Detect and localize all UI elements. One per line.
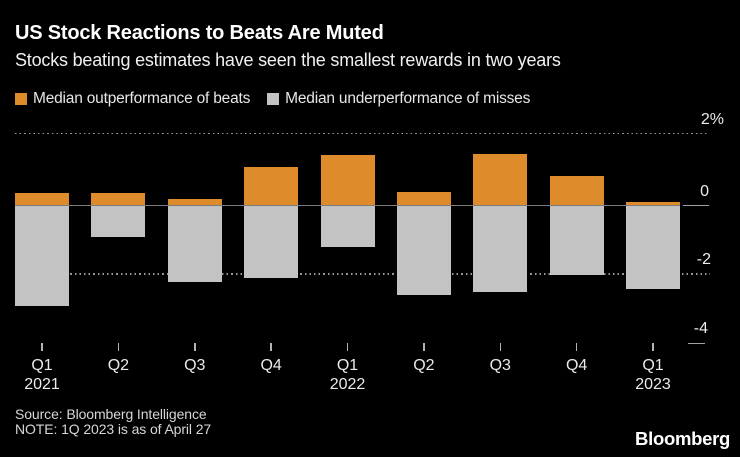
- x-label-year-2023: 2023: [635, 376, 671, 393]
- x-label-quarter-q2-1: Q2: [107, 357, 130, 374]
- x-label-year-2022: 2022: [329, 376, 366, 393]
- x-label-year-2021: 2021: [24, 376, 60, 393]
- x-axis-tick-q1-2021: [41, 343, 43, 351]
- gridline--2: [15, 273, 710, 275]
- bar-beats-q3-2: [167, 198, 222, 206]
- x-axis-cell-q3-6: Q3: [473, 343, 527, 375]
- x-label-quarter-q2-5: Q2: [413, 357, 435, 374]
- x-label-quarter-q4-7: Q4: [565, 357, 588, 374]
- page-subtitle: Stocks beating estimates have seen the s…: [15, 50, 561, 70]
- x-axis-tick-q4-7: [575, 343, 578, 351]
- bar-misses-q3-6: [473, 205, 528, 292]
- bar-beats-q3-6: [473, 153, 528, 206]
- y-axis-label--4: -4: [693, 320, 708, 337]
- bar-misses-q2-5: [396, 205, 451, 296]
- page-title: US Stock Reactions to Beats Are Muted: [15, 22, 384, 44]
- x-axis-cell-q2-5: Q2: [397, 343, 451, 375]
- x-axis-tick-q2-5: [423, 343, 425, 351]
- x-label-quarter-q3-6: Q3: [489, 357, 511, 374]
- x-axis-cell-q1-2021: Q1 2021: [15, 343, 69, 394]
- chart-legend: Median outperformance of beats Median und…: [15, 90, 530, 108]
- bloomberg-logo: Bloomberg: [635, 428, 730, 449]
- x-axis-cell-q1-2022: Q1 2022: [321, 343, 375, 394]
- bar-misses-q2-1: [91, 205, 146, 237]
- bar-beats-q1-2021: [15, 193, 69, 206]
- footnote: NOTE: 1Q 2023 is as of April 27: [15, 420, 212, 437]
- x-axis-tick-q3-6: [499, 343, 501, 351]
- x-axis-cell-q4-3: Q4: [244, 343, 298, 375]
- y-axis-label-2%: 2%: [700, 111, 724, 128]
- x-label-quarter-q1-2021: Q1: [31, 357, 53, 374]
- y-axis-tick--4: [688, 342, 705, 345]
- bar-misses-q3-2: [167, 205, 222, 282]
- x-axis-cell-q3-2: Q3: [168, 343, 222, 375]
- legend-item-beats: Median outperformance of beats: [15, 90, 250, 108]
- y-axis-tick-0: [683, 204, 709, 207]
- bar-beats-q2-1: [91, 193, 146, 206]
- x-axis-cell-q1-2023: Q1 2023: [626, 343, 680, 394]
- zero-line: [15, 204, 680, 207]
- bar-misses-q1-2021: [15, 205, 69, 306]
- bar-beats-q4-7: [549, 176, 604, 206]
- x-axis-tick-q4-3: [270, 343, 272, 351]
- x-label-quarter-q3-2: Q3: [184, 357, 206, 374]
- x-label-quarter-q4-3: Q4: [260, 357, 282, 374]
- x-label-quarter-q1-2022: Q1: [336, 357, 359, 374]
- bar-misses-q1-2023: [626, 205, 680, 289]
- source-note: Source: Bloomberg Intelligence: [15, 406, 207, 422]
- y-axis-label-0: 0: [700, 183, 709, 200]
- legend-label-beats: Median outperformance of beats: [33, 90, 251, 107]
- gridline-2%: [15, 132, 708, 135]
- x-axis-tick-q3-2: [194, 343, 196, 351]
- x-axis-cell-q4-7: Q4: [550, 343, 604, 375]
- x-axis-tick-q1-2022: [346, 343, 349, 351]
- bar-beats-q1-2022: [320, 155, 375, 206]
- bar-beats-q1-2023: [626, 202, 680, 206]
- legend-label-misses: Median underperformance of misses: [285, 90, 531, 107]
- x-axis-tick-q1-2023: [652, 343, 654, 351]
- legend-swatch-beats: [15, 93, 27, 105]
- x-axis-tick-q2-1: [117, 343, 120, 351]
- bar-misses-q4-7: [549, 205, 604, 275]
- legend-swatch-misses: [267, 93, 280, 105]
- x-axis-cell-q2-1: Q2: [91, 343, 145, 375]
- x-label-quarter-q1-2023: Q1: [642, 357, 664, 374]
- bar-misses-q4-3: [244, 205, 299, 279]
- chart-footer: Source: Bloomberg Intelligence NOTE: 1Q …: [15, 407, 211, 436]
- bar-beats-q2-5: [396, 191, 451, 206]
- bar-beats-q4-3: [244, 167, 299, 206]
- legend-item-misses: Median underperformance of misses: [267, 90, 530, 108]
- y-axis-label--2: -2: [696, 251, 711, 268]
- bar-misses-q1-2022: [320, 205, 375, 248]
